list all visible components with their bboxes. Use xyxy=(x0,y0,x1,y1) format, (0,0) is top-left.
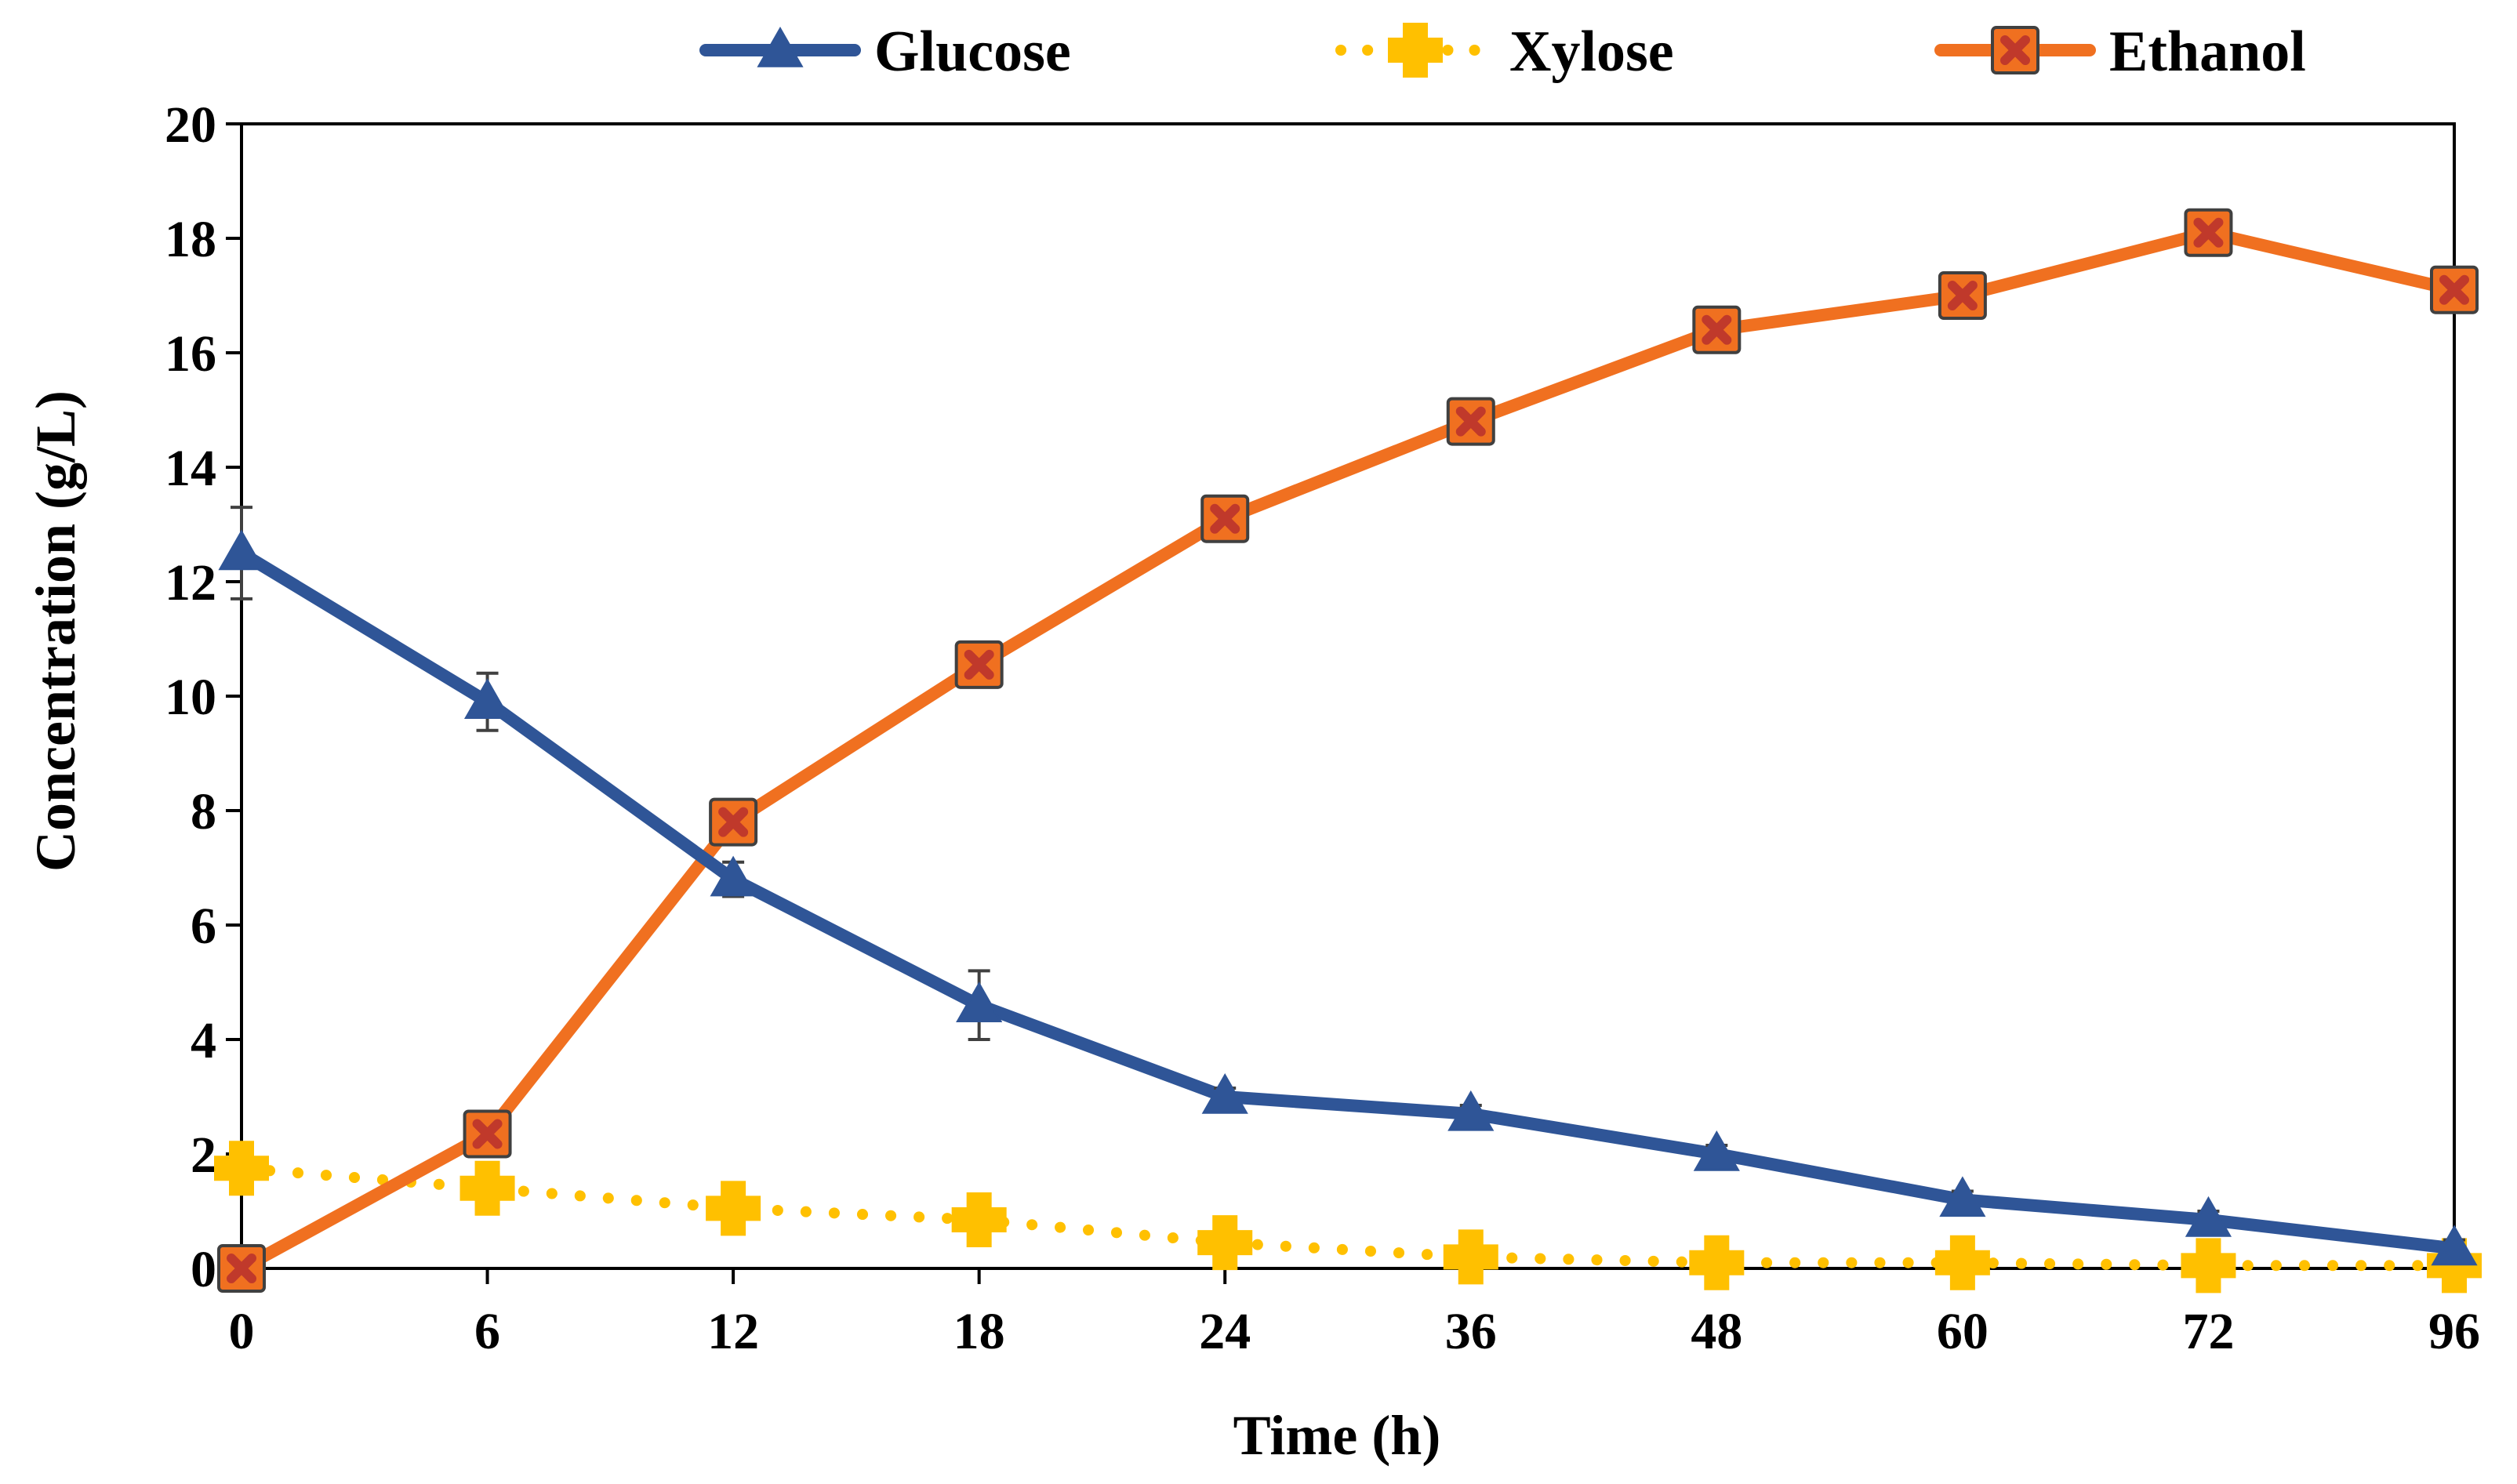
legend-marker-glucose xyxy=(757,26,804,67)
series-group xyxy=(214,208,2482,1294)
y-tick-label: 2 xyxy=(191,1127,216,1184)
data-point-glucose xyxy=(956,981,1003,1022)
y-tick-label: 4 xyxy=(191,1012,216,1069)
data-point-ethanol xyxy=(2430,265,2479,314)
series-line-glucose xyxy=(235,546,2461,1255)
data-point-glucose xyxy=(2185,1196,2232,1237)
legend-marker-ethanol-cross xyxy=(2000,35,2030,65)
y-tick-label: 6 xyxy=(191,898,216,955)
data-point-ethanol xyxy=(954,640,1004,689)
data-point-ethanol-cross xyxy=(1947,281,1978,310)
series-line-xylose xyxy=(236,1163,2460,1272)
x-tick-label: 48 xyxy=(1691,1303,1742,1360)
data-point-ethanol-cross xyxy=(2193,217,2224,248)
data-point-glucose xyxy=(1201,1072,1248,1114)
data-point-ethanol-cross xyxy=(1455,406,1486,437)
x-tick-label: 0 xyxy=(229,1303,255,1360)
data-point-ethanol xyxy=(2184,208,2233,257)
legend: Glucose Xylose Ethanol xyxy=(699,20,2306,84)
data-point-xylose xyxy=(214,1141,269,1196)
data-point-ethanol-cross xyxy=(1210,503,1240,534)
data-point-ethanol xyxy=(463,1109,512,1159)
data-point-xylose xyxy=(1443,1229,1498,1285)
y-tick-label: 18 xyxy=(165,211,216,268)
data-point-xylose xyxy=(706,1181,761,1236)
data-point-xylose xyxy=(951,1192,1007,1247)
legend-marker-ethanol xyxy=(1991,26,2039,74)
x-axis-title: Time (h) xyxy=(1233,1404,1441,1467)
data-point-glucose xyxy=(1447,1090,1495,1131)
data-point-xylose xyxy=(459,1160,515,1216)
x-tick-label: 60 xyxy=(1937,1303,1989,1360)
x-tick-label: 72 xyxy=(2182,1303,2234,1360)
data-point-ethanol xyxy=(217,1244,266,1293)
y-tick-label: 0 xyxy=(191,1241,216,1298)
y-axis-title: Concentration (g/L) xyxy=(24,390,87,872)
x-tick-label: 36 xyxy=(1445,1303,1497,1360)
y-tick-label: 16 xyxy=(165,325,216,383)
data-point-ethanol-cross xyxy=(472,1119,503,1149)
data-point-ethanol-cross xyxy=(2439,274,2469,305)
y-tick-label: 20 xyxy=(165,96,216,154)
y-tick-label: 8 xyxy=(191,783,216,840)
x-tick-label: 24 xyxy=(1199,1303,1251,1360)
data-point-ethanol xyxy=(709,797,758,847)
plot-area-frame xyxy=(240,122,2456,1270)
data-point-xylose xyxy=(1934,1235,1990,1290)
data-point-ethanol xyxy=(1692,305,1742,354)
data-point-glucose xyxy=(1693,1130,1740,1171)
x-tick-label: 96 xyxy=(2428,1303,2480,1360)
data-point-xylose xyxy=(1197,1215,1253,1271)
data-point-glucose xyxy=(710,855,757,897)
y-tick-label: 12 xyxy=(165,554,216,611)
data-point-ethanol xyxy=(1938,271,1987,320)
legend-label-glucose: Glucose xyxy=(874,20,1071,84)
x-tick-label: 18 xyxy=(953,1303,1005,1360)
legend-label-xylose: Xylose xyxy=(1509,20,1674,84)
data-point-ethanol-cross xyxy=(718,807,749,837)
data-point-glucose xyxy=(1939,1176,1986,1217)
y-tick-label: 14 xyxy=(165,440,216,497)
x-tick-label: 12 xyxy=(707,1303,759,1360)
legend-marker-xylose xyxy=(1388,23,1443,78)
data-point-xylose xyxy=(1689,1235,1745,1290)
series-line-ethanol xyxy=(235,226,2461,1275)
data-point-ethanol-cross xyxy=(227,1254,256,1283)
data-point-ethanol-cross xyxy=(1702,314,1732,345)
data-point-ethanol xyxy=(1446,397,1495,446)
y-tick-label: 10 xyxy=(165,669,216,726)
x-tick-label: 6 xyxy=(474,1303,500,1360)
legend-label-ethanol: Ethanol xyxy=(2109,20,2306,84)
data-point-glucose xyxy=(463,678,511,720)
data-point-glucose xyxy=(218,529,265,571)
data-point-ethanol-cross xyxy=(964,649,994,680)
data-point-glucose xyxy=(2431,1225,2478,1266)
data-point-xylose xyxy=(2181,1238,2236,1294)
data-point-ethanol xyxy=(1200,494,1250,543)
